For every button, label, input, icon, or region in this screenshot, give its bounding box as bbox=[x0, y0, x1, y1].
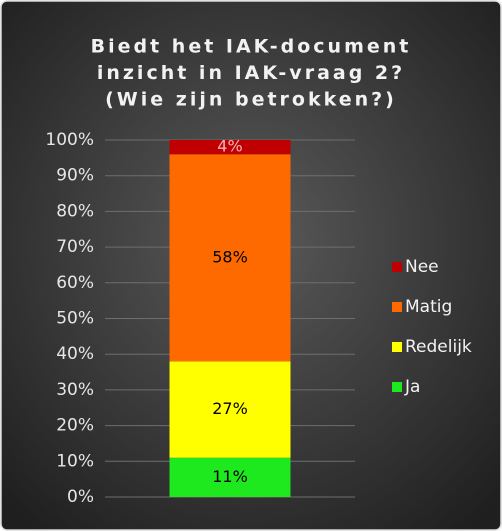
legend-label: Ja bbox=[404, 377, 420, 397]
chart-title: Biedt het IAK-document inzicht in IAK-vra… bbox=[91, 36, 412, 111]
legend-label: Matig bbox=[405, 297, 452, 317]
bar-segment bbox=[169, 361, 291, 458]
y-tick-label: 70% bbox=[56, 237, 94, 257]
data-label: 4% bbox=[217, 137, 242, 156]
y-tick-label: 20% bbox=[56, 416, 94, 436]
y-tick-label: 30% bbox=[56, 380, 94, 400]
y-tick-label: 40% bbox=[56, 344, 94, 364]
y-tick-label: 80% bbox=[56, 201, 94, 221]
legend-swatch bbox=[392, 382, 402, 392]
chart-title-line: (Wie zijn betrokken?) bbox=[105, 89, 397, 111]
legend-label: Redelijk bbox=[405, 337, 472, 357]
chart-title-line: Biedt het IAK-document bbox=[91, 36, 412, 58]
chart-title-line: inzicht in IAK-vraag 2? bbox=[97, 62, 405, 84]
data-label: 11% bbox=[212, 467, 248, 486]
legend-swatch bbox=[392, 342, 402, 352]
data-label: 27% bbox=[212, 399, 248, 418]
legend-swatch bbox=[392, 262, 402, 272]
legend-swatch bbox=[392, 302, 402, 312]
data-label: 58% bbox=[212, 247, 248, 266]
bar-segment bbox=[169, 154, 291, 362]
y-tick-label: 0% bbox=[67, 487, 94, 507]
bar-segment bbox=[169, 457, 291, 497]
bar-segment bbox=[169, 140, 291, 155]
y-tick-label: 50% bbox=[56, 309, 94, 329]
y-tick-label: 10% bbox=[56, 451, 94, 471]
y-tick-label: 90% bbox=[56, 166, 94, 186]
y-tick-label: 60% bbox=[56, 273, 94, 293]
y-tick-label: 100% bbox=[45, 130, 94, 150]
legend-label: Nee bbox=[405, 257, 439, 277]
